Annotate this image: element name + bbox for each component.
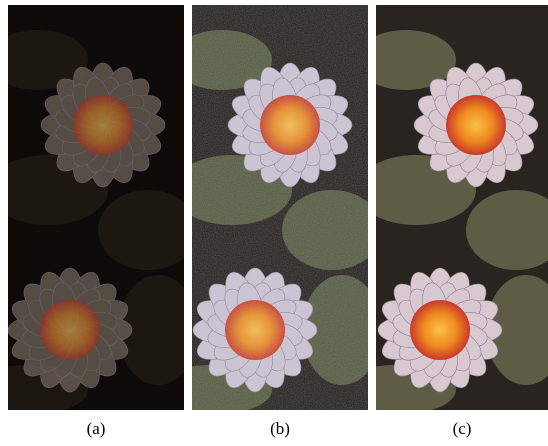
figure: (a) (b) (c) (0, 0, 548, 446)
flower-center (410, 300, 470, 360)
flower (377, 267, 502, 392)
noise (192, 5, 368, 410)
flower-center (73, 95, 133, 155)
panels (0, 5, 548, 415)
image-panel (0, 5, 198, 415)
flower-center (40, 300, 100, 360)
flower (7, 267, 132, 392)
flower-center (446, 95, 506, 155)
caption: (a) (87, 419, 106, 438)
leaf (98, 190, 198, 270)
caption: (b) (270, 419, 290, 438)
flower (413, 62, 538, 187)
image-panel (152, 5, 382, 415)
flower (40, 62, 165, 187)
caption: (c) (453, 419, 472, 438)
